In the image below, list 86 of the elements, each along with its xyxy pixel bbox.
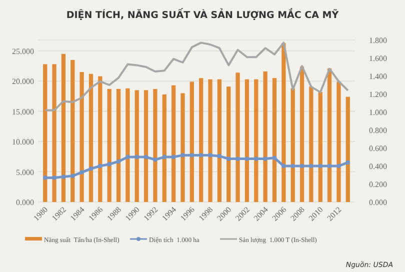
point: [88, 166, 94, 171]
y2-tick-label: 0.000: [369, 198, 387, 207]
bar: [88, 74, 94, 202]
bar: [107, 88, 112, 202]
bar: [162, 94, 166, 202]
point: [263, 156, 268, 161]
bar: [116, 88, 121, 202]
point: [290, 164, 296, 168]
point: [144, 154, 148, 160]
bar: [226, 86, 231, 202]
point: [336, 164, 341, 168]
bar: [190, 82, 194, 202]
point: [346, 160, 350, 165]
y2-tick-label: 0.800: [369, 126, 387, 135]
point: [244, 156, 250, 161]
point: [171, 154, 176, 160]
bar: [208, 79, 212, 202]
point: [190, 153, 194, 158]
point: [226, 156, 231, 161]
bar: [336, 82, 341, 202]
y2-tick-label: 1.800: [369, 36, 387, 45]
bar: [217, 79, 222, 202]
bar: [236, 72, 240, 202]
bar: [244, 79, 250, 202]
y2-tick-label: 1.400: [369, 72, 387, 81]
bar: [52, 64, 56, 202]
bar: [98, 76, 102, 202]
bar: [70, 60, 75, 202]
bar: [153, 88, 158, 202]
point: [162, 154, 167, 160]
point: [180, 153, 185, 158]
bar: [282, 43, 286, 202]
bar: [172, 85, 176, 202]
bar: [180, 93, 185, 202]
bar: [272, 78, 277, 202]
point: [208, 153, 212, 158]
point: [198, 153, 204, 158]
bar: [327, 68, 332, 202]
chart-title: DIỆN TÍCH, NĂNG SUẤT VÀ SẢN LƯỢNG MẮC CA MỸ: [66, 7, 339, 21]
y-tick-label: 20.000: [12, 77, 34, 86]
y2-tick-label: 1.200: [369, 90, 387, 99]
bar: [126, 88, 130, 202]
bar: [290, 88, 295, 202]
bar: [144, 90, 148, 202]
y2-tick-label: 1.600: [369, 54, 387, 63]
y-tick-label: 0.000: [16, 198, 34, 207]
point: [281, 164, 286, 168]
point: [98, 164, 102, 168]
point: [52, 176, 56, 180]
bar: [254, 79, 258, 202]
point: [70, 174, 75, 178]
point: [327, 164, 332, 168]
point: [318, 164, 323, 168]
y2-tick-label: 0.600: [369, 144, 387, 153]
y-tick-label: 5.000: [16, 168, 34, 177]
bar: [199, 78, 204, 202]
point: [116, 159, 121, 164]
point: [61, 174, 66, 179]
y2-tick-label: 0.200: [369, 180, 387, 189]
y-tick-label: 15.000: [12, 107, 34, 116]
point: [217, 154, 222, 158]
bar: [61, 54, 66, 202]
point: [107, 162, 112, 166]
bar: [346, 96, 350, 202]
bar: [43, 64, 48, 202]
y-tick-label: 25.000: [12, 46, 34, 56]
point: [134, 154, 140, 160]
bar: [134, 90, 139, 202]
point: [272, 156, 277, 160]
y2-tick-label: 0.400: [369, 162, 387, 171]
bar: [263, 71, 268, 202]
bar: [309, 86, 314, 202]
y-tick-label: 10.000: [12, 138, 34, 147]
point: [254, 156, 258, 161]
bar: [80, 72, 84, 202]
line-series: [44, 42, 349, 112]
point: [153, 158, 158, 162]
bar: [318, 92, 322, 202]
y2-tick-label: 1.000: [369, 108, 387, 117]
point: [125, 154, 130, 160]
bar: [300, 66, 304, 202]
point: [80, 170, 84, 174]
point: [236, 156, 240, 161]
point: [42, 176, 48, 180]
point: [300, 164, 304, 168]
point: [308, 164, 314, 168]
